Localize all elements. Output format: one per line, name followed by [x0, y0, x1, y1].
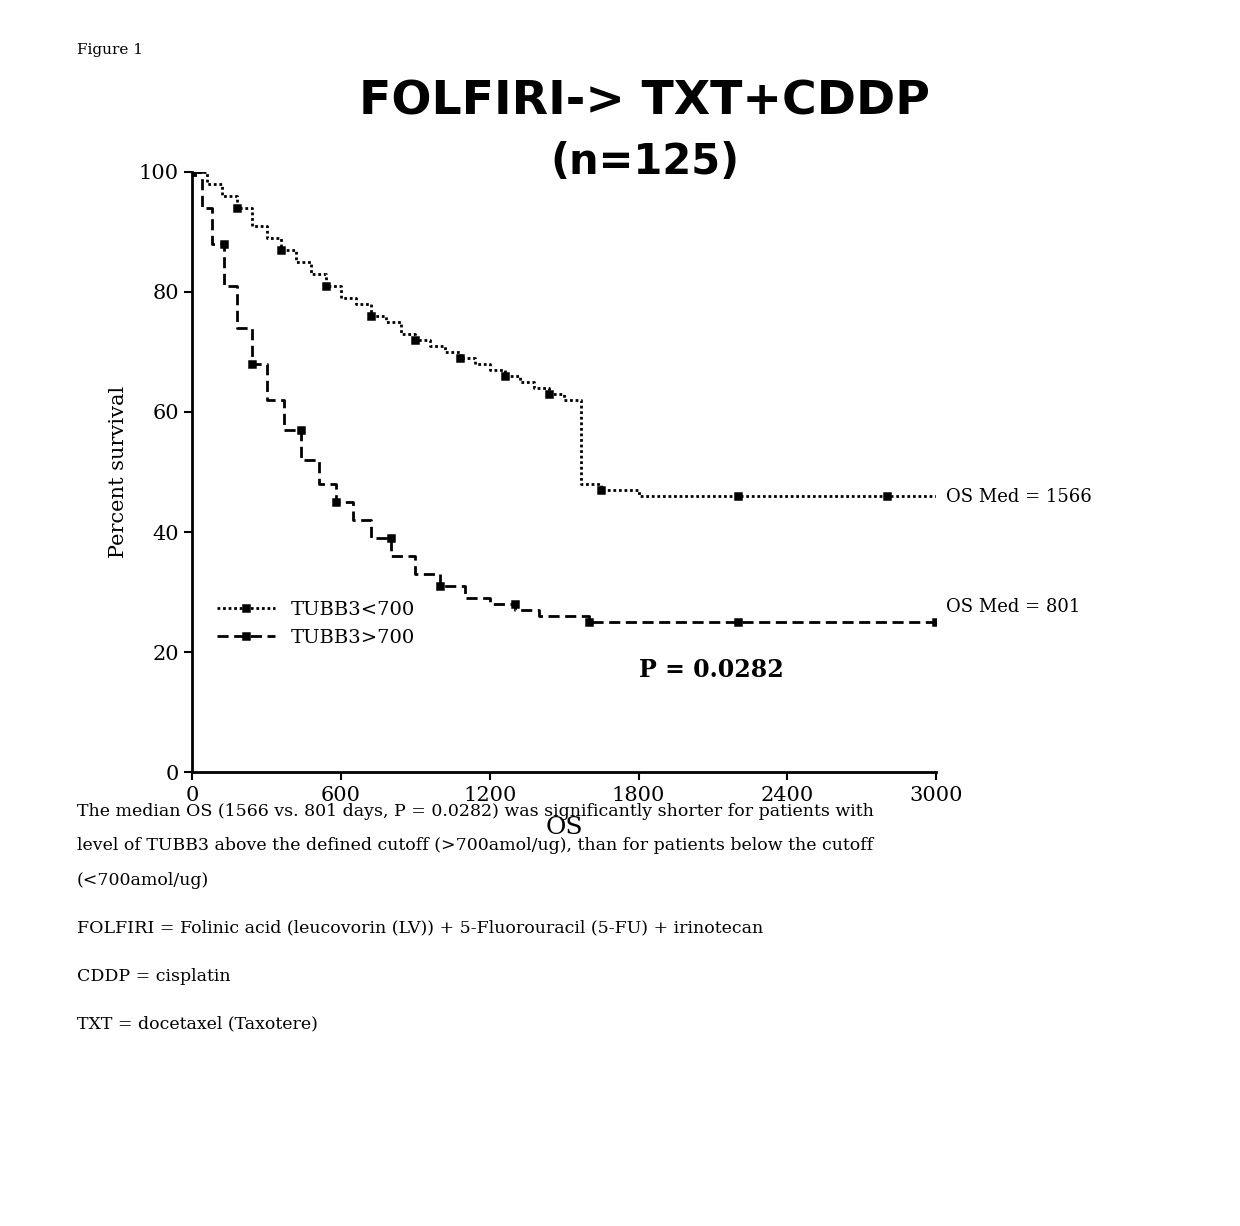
Legend: TUBB3<700, TUBB3>700: TUBB3<700, TUBB3>700 [210, 593, 423, 655]
Text: P = 0.0282: P = 0.0282 [639, 658, 784, 682]
Text: (<700amol/ug): (<700amol/ug) [77, 872, 210, 889]
X-axis label: OS: OS [546, 815, 583, 839]
Y-axis label: Percent survival: Percent survival [109, 386, 128, 558]
Text: TXT = docetaxel (Taxotere): TXT = docetaxel (Taxotere) [77, 1016, 317, 1032]
Text: level of TUBB3 above the defined cutoff (>700amol/ug), than for patients below t: level of TUBB3 above the defined cutoff … [77, 837, 873, 855]
Text: FOLFIRI = Folinic acid (leucovorin (LV)) + 5-Fluorouracil (5-FU) + irinotecan: FOLFIRI = Folinic acid (leucovorin (LV))… [77, 920, 763, 937]
Text: OS Med = 1566: OS Med = 1566 [946, 488, 1092, 505]
Text: OS Med = 801: OS Med = 801 [946, 598, 1080, 615]
Text: CDDP = cisplatin: CDDP = cisplatin [77, 967, 231, 984]
Text: The median OS (1566 vs. 801 days, P = 0.0282) was significantly shorter for pati: The median OS (1566 vs. 801 days, P = 0.… [77, 803, 874, 820]
Text: (n=125): (n=125) [551, 141, 739, 183]
Text: FOLFIRI-> TXT+CDDP: FOLFIRI-> TXT+CDDP [360, 80, 930, 125]
Text: Figure 1: Figure 1 [77, 43, 143, 56]
